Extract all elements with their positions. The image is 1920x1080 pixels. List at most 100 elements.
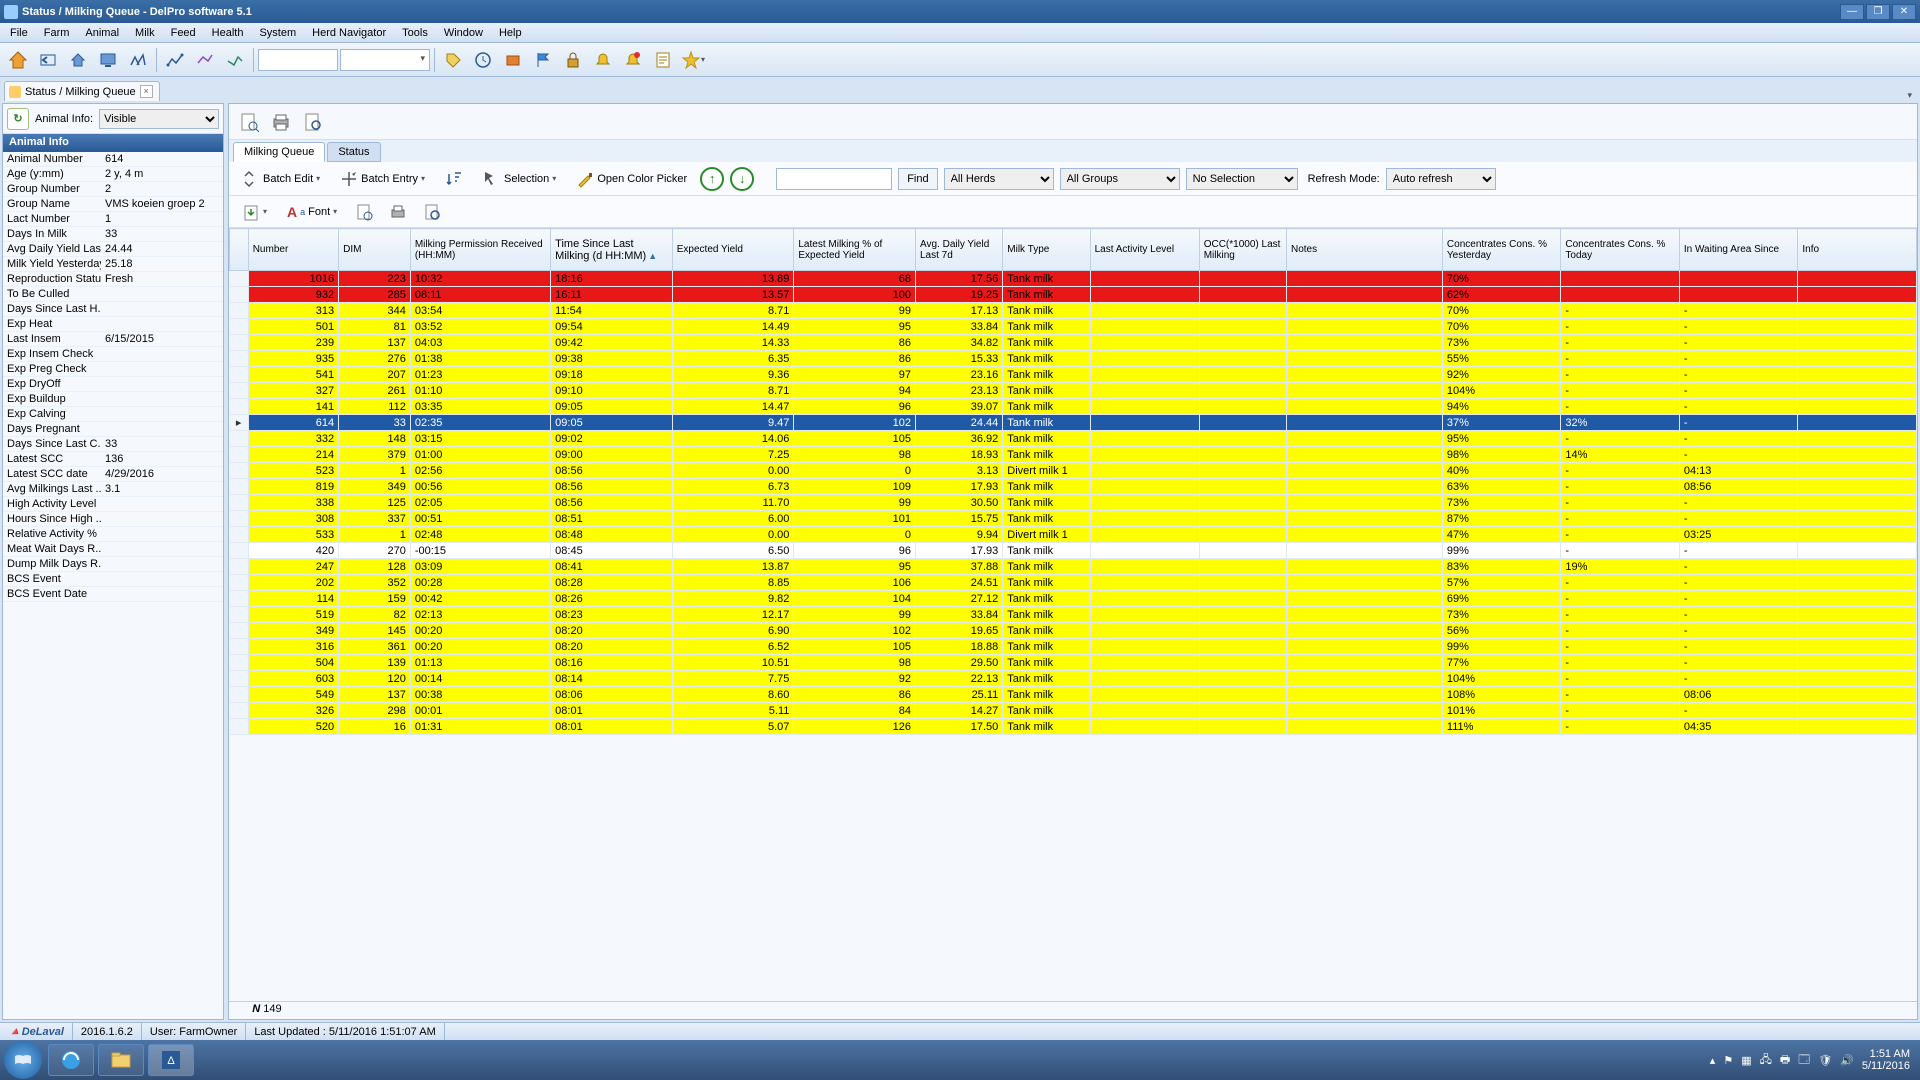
menu-help[interactable]: Help <box>491 25 530 41</box>
column-header[interactable]: OCC(*1000) Last Milking <box>1199 229 1286 271</box>
farm-icon[interactable] <box>124 46 152 74</box>
info-row[interactable]: Exp Heat <box>3 317 223 332</box>
info-row[interactable]: Dump Milk Days R... <box>3 557 223 572</box>
column-header[interactable]: Latest Milking % of Expected Yield <box>794 229 916 271</box>
table-row[interactable]: 523102:5608:560.0003.13Divert milk 140%-… <box>230 463 1917 479</box>
menu-herd-navigator[interactable]: Herd Navigator <box>304 25 394 41</box>
info-row[interactable]: Meat Wait Days R... <box>3 542 223 557</box>
tray-clock[interactable]: 1:51 AM 5/11/2016 <box>1862 1048 1910 1072</box>
info-row[interactable]: Exp Buildup <box>3 392 223 407</box>
herd-filter[interactable]: All Herds <box>944 168 1054 190</box>
search-input[interactable] <box>776 168 892 190</box>
column-header[interactable]: In Waiting Area Since <box>1679 229 1797 271</box>
monitor-icon[interactable] <box>94 46 122 74</box>
menu-tools[interactable]: Tools <box>394 25 436 41</box>
column-header[interactable]: Milk Type <box>1003 229 1090 271</box>
info-row[interactable]: Exp Calving <box>3 407 223 422</box>
menu-feed[interactable]: Feed <box>163 25 204 41</box>
export-button[interactable]: ▾ <box>235 199 274 225</box>
task-ie[interactable] <box>48 1044 94 1076</box>
table-row[interactable]: ▸6143302:3509:059.4710224.44Tank milk37%… <box>230 415 1917 431</box>
info-row[interactable]: Age (y:mm)2 y, 4 m <box>3 167 223 182</box>
info-row[interactable]: Avg Milkings Last ...3.1 <box>3 482 223 497</box>
down-button[interactable]: ↓ <box>730 167 754 191</box>
column-header[interactable]: Expected Yield <box>672 229 794 271</box>
tray-icon[interactable]: ⚑ <box>1723 1054 1733 1067</box>
preview2-icon[interactable] <box>418 198 446 226</box>
info-row[interactable]: Latest SCC136 <box>3 452 223 467</box>
table-row[interactable]: 31334403:5411:548.719917.13Tank milk70%-… <box>230 303 1917 319</box>
info-row[interactable]: Exp Preg Check <box>3 362 223 377</box>
table-row[interactable]: 101622310:3218:1613.896817.56Tank milk70… <box>230 271 1917 287</box>
table-row[interactable]: 420270-00:1508:456.509617.93Tank milk99%… <box>230 543 1917 559</box>
menu-system[interactable]: System <box>251 25 304 41</box>
info-row[interactable]: Latest SCC date4/29/2016 <box>3 467 223 482</box>
info-row[interactable]: Group NameVMS koeien groep 2 <box>3 197 223 212</box>
document-tab[interactable]: Status / Milking Queue × <box>4 81 160 101</box>
column-header[interactable]: DIM <box>339 229 411 271</box>
table-row[interactable]: 50413901:1308:1610.519829.50Tank milk77%… <box>230 655 1917 671</box>
info-row[interactable]: Last Insem6/15/2015 <box>3 332 223 347</box>
sort-button[interactable] <box>438 166 470 192</box>
info-row[interactable]: BCS Event Date <box>3 587 223 602</box>
info-row[interactable]: Days Pregnant <box>3 422 223 437</box>
chart3-icon[interactable] <box>221 46 249 74</box>
column-header[interactable]: Milking Permission Received (HH:MM) <box>410 229 550 271</box>
table-row[interactable]: 24712803:0908:4113.879537.88Tank milk83%… <box>230 559 1917 575</box>
task-delpro[interactable]: Δ <box>148 1044 194 1076</box>
column-header[interactable]: Concentrates Cons. % Yesterday <box>1442 229 1560 271</box>
info-row[interactable]: Exp DryOff <box>3 377 223 392</box>
lock-icon[interactable] <box>559 46 587 74</box>
table-row[interactable]: 32629800:0108:015.118414.27Tank milk101%… <box>230 703 1917 719</box>
info-row[interactable]: Lact Number1 <box>3 212 223 227</box>
task-explorer[interactable] <box>98 1044 144 1076</box>
info-row[interactable]: To Be Culled <box>3 287 223 302</box>
table-row[interactable]: 23913704:0309:4214.338634.82Tank milk73%… <box>230 335 1917 351</box>
toolbar-combo-1[interactable] <box>258 49 338 71</box>
animal-info-visibility[interactable]: Visible <box>99 109 219 129</box>
table-row[interactable]: 54120701:2309:189.369723.16Tank milk92%-… <box>230 367 1917 383</box>
info-row[interactable]: Exp Insem Check <box>3 347 223 362</box>
column-header[interactable]: Last Activity Level <box>1090 229 1199 271</box>
info-row[interactable]: High Activity Level <box>3 497 223 512</box>
tabstrip-menu-icon[interactable]: ▾ <box>1903 90 1916 101</box>
table-row[interactable]: 32726101:1009:108.719423.13Tank milk104%… <box>230 383 1917 399</box>
bell2-icon[interactable] <box>619 46 647 74</box>
column-header[interactable]: Time Since Last Milking (d HH:MM)▲ <box>551 229 673 271</box>
menu-window[interactable]: Window <box>436 25 491 41</box>
tab-status[interactable]: Status <box>327 142 380 162</box>
info-row[interactable]: Hours Since High ... <box>3 512 223 527</box>
info-row[interactable]: Group Number2 <box>3 182 223 197</box>
info-row[interactable]: Milk Yield Yesterday25.18 <box>3 257 223 272</box>
report-icon[interactable] <box>649 46 677 74</box>
table-row[interactable]: 20235200:2808:288.8510624.51Tank milk57%… <box>230 575 1917 591</box>
tray-icon[interactable]: ▦ <box>1741 1054 1751 1067</box>
info-row[interactable]: Relative Activity % <box>3 527 223 542</box>
tab-close-button[interactable]: × <box>140 85 153 98</box>
tray-icon[interactable]: 🛡 <box>1818 1054 1832 1067</box>
column-header[interactable]: Concentrates Cons. % Today <box>1561 229 1679 271</box>
batch-edit-button[interactable]: Batch Edit▾ <box>235 166 327 192</box>
table-row[interactable]: 60312000:1408:147.759222.13Tank milk104%… <box>230 671 1917 687</box>
print-icon[interactable] <box>267 108 295 136</box>
tray-show-hidden-icon[interactable]: ▴ <box>1710 1054 1716 1067</box>
refresh-button[interactable]: ↻ <box>7 108 29 130</box>
menu-milk[interactable]: Milk <box>127 25 163 41</box>
menu-animal[interactable]: Animal <box>77 25 127 41</box>
table-row[interactable]: 30833700:5108:516.0010115.75Tank milk87%… <box>230 511 1917 527</box>
selection-filter[interactable]: No Selection <box>1186 168 1298 190</box>
menu-health[interactable]: Health <box>204 25 252 41</box>
table-row[interactable]: 5018103:5209:5414.499533.84Tank milk70%-… <box>230 319 1917 335</box>
table-row[interactable]: 31636100:2008:206.5210518.88Tank milk99%… <box>230 639 1917 655</box>
star-icon[interactable]: ▾ <box>679 46 707 74</box>
batch-entry-button[interactable]: Batch Entry▾ <box>333 166 432 192</box>
close-button[interactable]: ✕ <box>1892 4 1916 20</box>
milking-queue-grid[interactable]: NumberDIMMilking Permission Received (HH… <box>229 228 1917 735</box>
table-row[interactable]: 93527601:3809:386.358615.33Tank milk55%-… <box>230 351 1917 367</box>
info-row[interactable]: Animal Number614 <box>3 152 223 167</box>
column-header[interactable]: Avg. Daily Yield Last 7d <box>915 229 1002 271</box>
column-header[interactable]: Notes <box>1287 229 1443 271</box>
table-row[interactable]: 5198202:1308:2312.179933.84Tank milk73%-… <box>230 607 1917 623</box>
tray-icon[interactable]: 🖶 <box>1780 1051 1790 1070</box>
column-header[interactable]: Number <box>248 229 338 271</box>
